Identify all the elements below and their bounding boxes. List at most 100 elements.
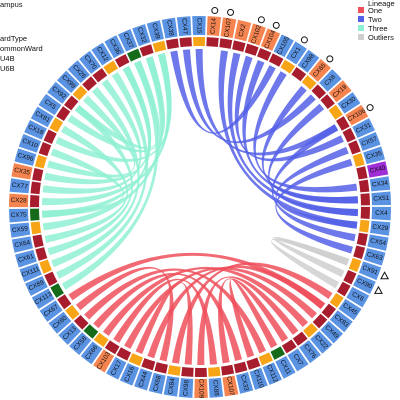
segment-label-block — [363, 146, 385, 165]
segment-ward-block — [219, 38, 233, 49]
ribbon-two — [275, 158, 353, 254]
segment-ward-block — [281, 339, 297, 354]
ribbon-one — [135, 282, 193, 365]
segment-ward-block — [165, 38, 179, 50]
segment-label-block — [79, 50, 101, 74]
segment-label-block — [260, 28, 281, 51]
segment-ward-block — [270, 346, 286, 360]
segment-label: CX98 — [182, 379, 190, 396]
segment-label-block — [329, 310, 353, 333]
segment-label: CX96 — [17, 152, 35, 163]
segment-ward-block — [329, 292, 344, 308]
ribbon-layer — [42, 48, 358, 365]
ribbon-two — [234, 55, 344, 162]
segment-label: CX54 — [369, 237, 386, 247]
segment-ward-block — [181, 367, 194, 377]
ribbon-two — [275, 146, 358, 229]
segment-label-block — [161, 17, 178, 39]
ribbon-one — [229, 278, 278, 358]
segment-ward-block — [35, 247, 48, 261]
segment-label-block — [346, 286, 370, 308]
segment-ward-block — [141, 358, 156, 371]
segment-label: CX2 — [238, 23, 248, 37]
segment-label-block — [363, 248, 386, 266]
segment-label-block — [58, 322, 81, 345]
ribbon-one — [84, 268, 266, 354]
segment-label: CX84 — [167, 377, 176, 394]
segment-label-block — [262, 362, 282, 385]
segment-label-block — [93, 349, 115, 373]
segment-label: CX4 — [375, 210, 388, 217]
segment-label-block — [352, 118, 375, 138]
segment-label-block — [18, 133, 42, 153]
ribbon-two — [242, 59, 358, 204]
label-ring: CX14 CX107 CX2 CX102 CX104CX105CX1CX98CX65CX… — [9, 16, 391, 399]
segment-ward-block — [167, 365, 181, 376]
segment-ward-block — [221, 364, 235, 376]
segment-ward-block — [39, 259, 52, 274]
segment-label-block — [337, 92, 361, 114]
segment-label-block — [358, 132, 381, 151]
ribbon-one — [93, 272, 243, 362]
legend-title: Lineage — [368, 0, 395, 8]
segment-ward-block — [336, 116, 350, 131]
segment-label: CX40 — [369, 165, 387, 175]
segment-label: CX109 — [197, 379, 204, 399]
segment-label-block — [134, 368, 153, 391]
legend-label-three: Three — [368, 24, 388, 33]
segment-label-block — [192, 16, 206, 36]
legend-left-line: U6B — [0, 64, 15, 73]
segment-ward-block — [128, 353, 143, 366]
legend-left-line: ardType — [0, 34, 27, 43]
segment-label-block — [287, 348, 309, 372]
segment-ward-block — [30, 181, 41, 195]
segment-label: CX107 — [223, 17, 233, 38]
segment-ward-block — [292, 331, 308, 346]
segment-ward-block — [244, 43, 259, 56]
segment-ward-block — [360, 193, 370, 206]
legend-left-line: ampus — [0, 0, 23, 9]
segment-label-block — [222, 375, 239, 397]
segment-ward-block — [342, 127, 356, 143]
segment-ward-block — [303, 323, 318, 338]
segment-label-block — [320, 320, 344, 344]
segment-label-block — [30, 106, 54, 128]
ribbon-outlier — [271, 238, 350, 289]
segment-ward-block — [328, 104, 343, 120]
segment-label: CX59 — [12, 225, 29, 234]
segment-label-block — [14, 148, 37, 166]
segment-label-block — [285, 41, 307, 65]
circle-marker — [227, 8, 235, 16]
segment-ward-block — [257, 48, 272, 61]
segment-ward-block — [30, 195, 40, 208]
segment-ward-block — [352, 153, 365, 167]
segment-label-block — [19, 263, 42, 282]
segment-label-block — [220, 17, 237, 39]
segment-ward-block — [114, 54, 130, 68]
segment-ward-block — [32, 234, 44, 248]
segment-label-block — [24, 119, 47, 140]
segment-ward-block — [268, 53, 284, 67]
segment-label: CX64 — [14, 239, 32, 249]
legend-label-outliers: Outliers — [368, 33, 394, 42]
ward-ring — [30, 36, 370, 377]
circle-marker — [366, 104, 374, 112]
segment-label-block — [358, 261, 382, 281]
segment-label-block — [234, 19, 252, 42]
ribbon-three — [56, 72, 149, 279]
segment-ward-block — [208, 366, 221, 377]
segment-label-block — [146, 20, 164, 42]
segment-label-block — [275, 355, 296, 379]
segment-ward-block — [82, 76, 97, 91]
segment-label: CX29 — [372, 224, 389, 233]
segment-label-block — [25, 276, 48, 296]
segment-label-block — [48, 311, 72, 334]
segment-label-block — [67, 60, 90, 84]
segment-label-block — [178, 377, 194, 398]
segment-ward-block — [258, 352, 273, 366]
segment-label-block — [328, 80, 352, 103]
segment-label-block — [69, 332, 92, 356]
segment-ward-block — [320, 94, 335, 109]
segment-label-block — [47, 81, 71, 104]
segment-label-block — [319, 69, 342, 92]
